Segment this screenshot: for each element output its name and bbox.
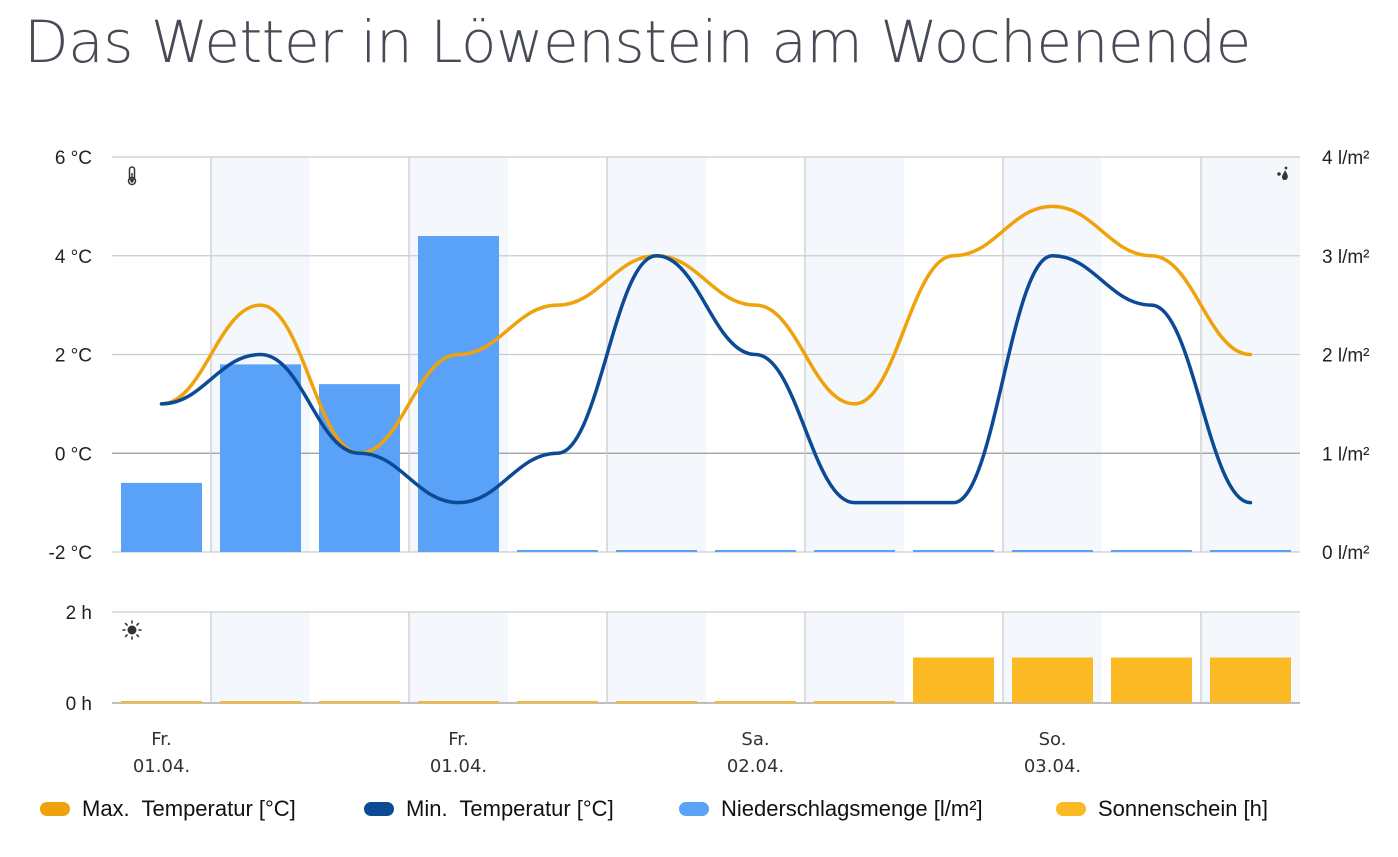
x-tick-date: 01.04. [430,756,487,777]
precip-bars [121,236,1291,552]
y-right-tick-label: 4 l/m² [1322,148,1370,169]
sunshine-bar [1111,657,1192,703]
sunshine-bar [121,701,202,703]
max-temp-line [159,204,1253,456]
sunshine-bar [913,657,994,703]
precip-bar [319,384,400,552]
precip-bar [1111,550,1192,552]
legend-swatch-max-temp [40,802,70,816]
precip-bar [517,550,598,552]
raindrops-icon [1277,166,1288,181]
y-left-tick-label: 2 °C [55,346,92,367]
band-sun [409,612,508,703]
y-left-tick-label: -2 °C [49,543,93,564]
sunshine-bar [1210,657,1291,703]
precip-bar [715,550,796,552]
legend: Max. Temperatur [°C] Min. Temperatur [°C… [40,796,1380,828]
x-tick-day: Sa. [741,729,769,750]
legend-swatch-sunshine [1056,802,1086,816]
y-right-tick-label: 2 l/m² [1322,346,1370,367]
legend-label: Max. Temperatur [°C] [82,796,296,821]
precip-bar [220,364,301,552]
legend-label: Min. Temperatur [°C] [406,796,614,821]
x-tick-date: 01.04. [133,756,190,777]
x-tick-date: 03.04. [1024,756,1081,777]
sunshine-bar [616,701,697,703]
precip-bar [121,482,202,552]
x-axis-labels: Fr. 01.04. Fr. 01.04. Sa. 02.04. So. 03.04. [133,729,1081,777]
band-sun [805,612,904,703]
x-tick-day: Fr. [448,729,469,750]
sunshine-bar [715,701,796,703]
y-right-tick-label: 1 l/m² [1322,444,1370,465]
precip-bar [616,550,697,552]
y-sun-tick-label: 2 h [66,603,92,624]
sun-icon [122,620,142,640]
legend-label: Sonnenschein [h] [1098,796,1269,821]
band-sun [211,612,310,703]
page-title: Das Wetter in Löwenstein am Wochenende [24,8,1251,76]
precip-bar [1210,550,1291,552]
x-tick-date: 02.04. [727,756,784,777]
y-left-tick-label: 4 °C [55,247,92,268]
sunshine-bars [121,657,1291,703]
sunshine-bar [1012,657,1093,703]
precip-bar [913,550,994,552]
legend-swatch-precip [679,802,709,816]
y-sun-tick-label: 0 h [66,694,92,715]
legend-item-precip[interactable]: Niederschlagsmenge [l/m²] [679,796,983,822]
legend-swatch-min-temp [364,802,394,816]
legend-item-max-temp[interactable]: Max. Temperatur [°C] [40,796,296,822]
thermometer-icon [127,166,137,186]
precip-bar [814,550,895,552]
y-left-tick-label: 0 °C [55,444,92,465]
legend-item-sunshine[interactable]: Sonnenschein [h] [1056,796,1268,822]
x-tick-day: Fr. [151,729,172,750]
x-tick-day: So. [1039,729,1067,750]
legend-label: Niederschlagsmenge [l/m²] [721,796,983,821]
axis-labels: 6 °C 4 °C 2 °C 0 °C -2 °C 4 l/m² 3 l/m² 2 l/m² 1… [49,148,1370,715]
weather-chart: 6 °C 4 °C 2 °C 0 °C -2 °C 4 l/m² 3 l/m² 2 l/m² 1… [49,148,1370,777]
band-sun [607,612,706,703]
y-right-tick-label: 0 l/m² [1322,543,1370,564]
sunshine-bar [814,701,895,703]
y-right-tick-label: 3 l/m² [1322,247,1370,268]
precip-bar [1012,550,1093,552]
sunshine-bar [220,701,301,703]
legend-item-min-temp[interactable]: Min. Temperatur [°C] [364,796,614,822]
sunshine-bar [319,701,400,703]
y-left-tick-label: 6 °C [55,148,92,169]
precip-bar [418,236,499,552]
min-temp-line [159,253,1253,505]
sunshine-bar [418,701,499,703]
temperature-lines [159,204,1253,505]
sunshine-bar [517,701,598,703]
